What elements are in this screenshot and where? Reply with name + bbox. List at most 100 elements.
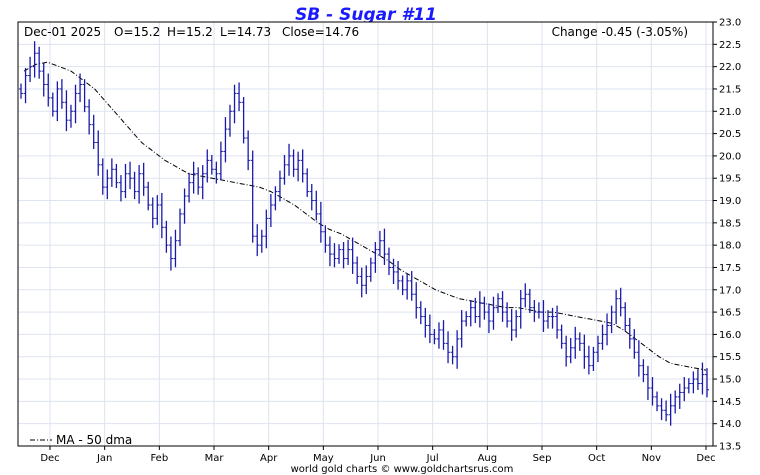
price-bar [205,149,210,183]
price-bar [645,365,650,401]
moving-average-layer [23,61,707,371]
price-bar [523,283,528,308]
plot-area [18,22,713,446]
price-bar [150,197,155,229]
price-bar [441,320,446,350]
price-bar [200,165,205,200]
header-low: L=14.73 [220,25,271,39]
price-bar [545,310,550,329]
price-bar [237,82,242,112]
price-bar [141,162,146,196]
header-open: O=15.2 [114,25,160,39]
chart-credit: world gold charts © www.goldchartsrus.co… [291,464,514,475]
price-bar [273,186,278,211]
price-bar [427,314,432,344]
price-bar [341,242,346,269]
y-tick-label: 23.0 [719,18,741,29]
price-bar [486,303,491,334]
price-bar [541,300,546,332]
y-tick-label: 22.0 [719,62,741,73]
price-bar [509,308,514,341]
price-bar [28,56,33,83]
price-bar [123,163,128,199]
price-bar [350,237,355,274]
price-bar [78,73,83,103]
price-bar [32,41,37,78]
price-bar [300,149,305,183]
price-bar [50,92,55,117]
price-bars [19,41,709,426]
price-bar [132,171,137,200]
price-bar [446,331,451,364]
header-change: Change -0.45 (-3.05%) [552,25,688,39]
price-bar [209,155,214,175]
price-bar [423,307,428,338]
price-bar [618,287,623,317]
price-bar [468,300,473,327]
y-tick-label: 16.0 [719,330,741,341]
price-bar [227,104,232,137]
price-bar [109,158,114,187]
price-bar [73,84,78,124]
price-bar [409,271,414,301]
price-bar [432,329,437,345]
y-tick-label: 15.0 [719,375,741,386]
x-tick-label: Dec [696,453,715,464]
price-bar [518,290,523,329]
price-bar [632,329,637,359]
price-bar [100,158,105,195]
x-tick-label: Oct [588,453,605,464]
legend: MA - 50 dma [30,433,132,447]
price-bar [332,243,337,268]
price-bar [241,96,246,144]
price-bar [459,310,464,348]
price-bar [550,307,555,329]
price-bar [600,324,605,350]
price-bar [496,293,501,313]
price-bar [55,81,60,122]
y-tick-label: 21.0 [719,107,741,118]
price-bar [23,67,28,104]
header-close: Close=14.76 [282,25,359,39]
price-bar [514,310,519,338]
price-bar [64,90,69,132]
price-bar [564,335,569,367]
price-bar [159,192,164,239]
price-bar [246,130,251,171]
price-bar [400,275,405,296]
price-bar [555,305,560,339]
x-tick-label: Jul [426,453,439,464]
price-bar [355,256,360,284]
price-bar [373,242,378,273]
price-bar [436,322,441,349]
y-tick-label: 17.0 [719,285,741,296]
price-bar [91,114,96,149]
price-bar [196,167,201,195]
price-bar [450,345,455,365]
price-bar [664,400,669,422]
price-bar [536,302,541,319]
y-tick-label: 18.0 [719,241,741,252]
y-tick-label: 21.5 [719,84,741,95]
price-bar [264,209,269,249]
price-bar [532,300,537,322]
price-bar [686,378,691,394]
price-bar [146,181,151,211]
price-bar [68,104,73,128]
price-bar [586,345,591,375]
y-tick-label: 22.5 [719,40,741,51]
price-bar [573,326,578,359]
price-bar [155,195,160,225]
price-bar [96,130,101,176]
header-high: H=15.2 [167,25,213,39]
price-bar [655,391,660,412]
price-bar [673,390,678,414]
price-bar [137,165,142,204]
price-bar [391,258,396,284]
price-bar [527,288,532,313]
x-tick-label: Jan [96,453,112,464]
y-tick-label: 14.5 [719,397,741,408]
price-bar [318,201,323,243]
y-tick-label: 20.5 [719,129,741,140]
